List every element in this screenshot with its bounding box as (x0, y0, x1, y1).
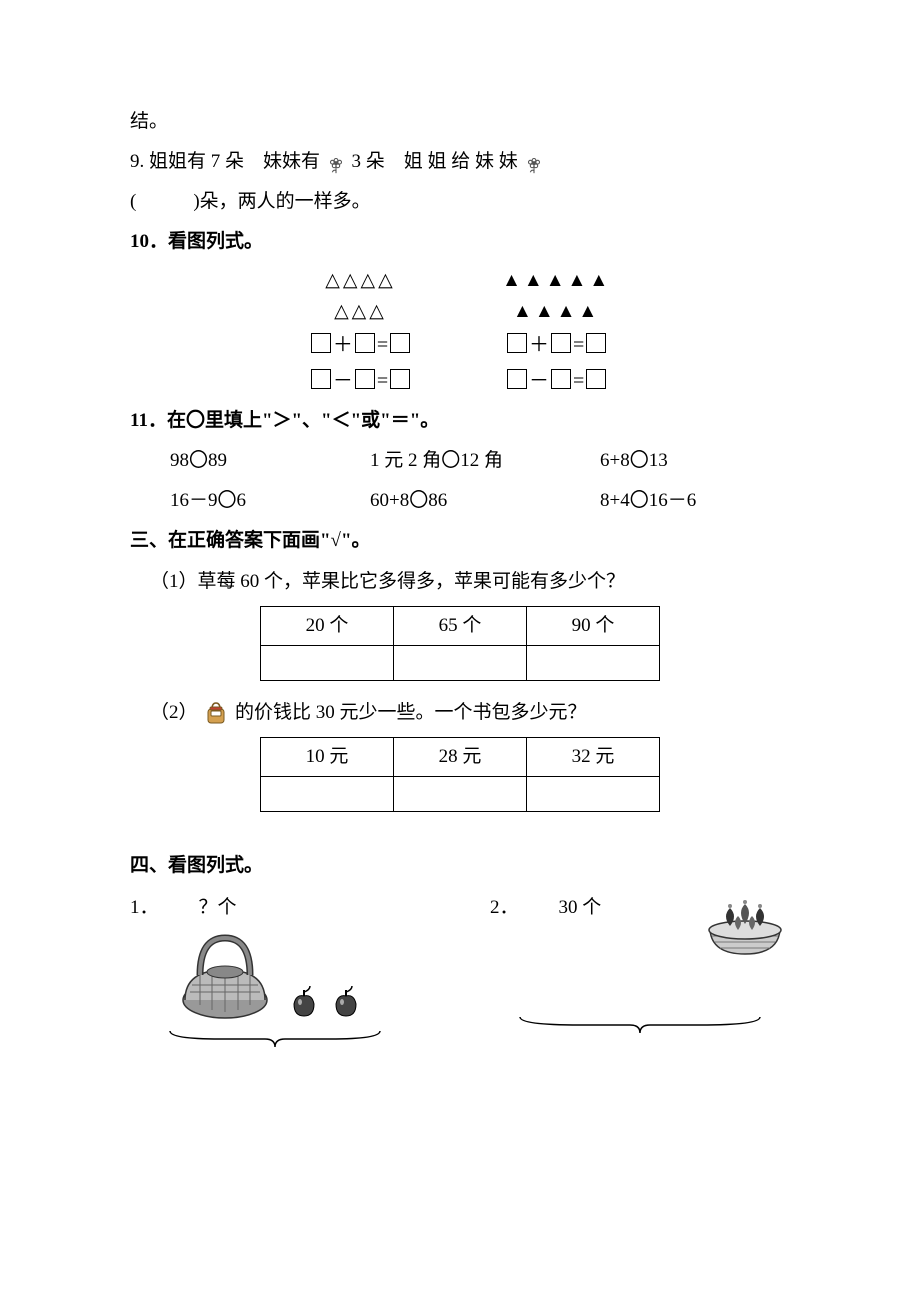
q10-right-row1: ▲▲▲▲▲ (502, 266, 611, 296)
q11-grid: 98〇89 1 元 2 角〇12 角 6+8〇13 16－9〇6 60+8〇86… (170, 443, 790, 519)
q11-cell: 8+4〇16－6 (600, 483, 780, 519)
s3-q2-pre: （2） (150, 702, 198, 723)
q11-cell: 16－9〇6 (170, 483, 370, 519)
table-row: 20 个 65 个 90 个 (261, 606, 660, 645)
flower-icon (325, 152, 347, 174)
s3-q2-table: 10 元 28 元 32 元 (260, 737, 660, 812)
s3-q2-post: 的价钱比 30 元少一些。一个书包多少元？ (235, 702, 587, 723)
apple-icon (328, 984, 364, 1033)
q11-cell: 98〇89 (170, 443, 370, 479)
option-cell: 65 个 (394, 606, 527, 645)
s4-q1-num: 1． (130, 890, 159, 926)
q10-left-row2: △△△ (309, 297, 412, 327)
s4-q1-images (170, 930, 430, 1033)
q11-title: 11．在〇里填上"＞"、"＜"或"＝"。 (130, 403, 790, 439)
q10-right-col: ▲▲▲▲▲ ▲▲▲▲ ＋= －= (502, 266, 611, 399)
q10-left-eq2: －= (309, 363, 412, 399)
s4-q1-label: ？个 (199, 890, 237, 926)
option-cell: 20 个 (261, 606, 394, 645)
option-cell: 10 元 (261, 737, 394, 776)
basket-icon (170, 930, 280, 1033)
s3-q1-text: （1）草莓 60 个，苹果比它多得多，苹果可能有多少个？ (150, 564, 790, 600)
q9-line2: ( )朵，两人的一样多。 (130, 184, 790, 220)
q11-cell: 1 元 2 角〇12 角 (370, 443, 600, 479)
q11-cell: 60+8〇86 (370, 483, 600, 519)
berry-basket-icon (700, 890, 790, 973)
s4-row: 1． ？个 (130, 890, 790, 1051)
option-cell: 32 元 (527, 737, 660, 776)
q10-right-eq2: －= (502, 363, 611, 399)
q9-mid: 3 朵 姐 姐 给 妹 妹 (352, 151, 518, 172)
flower-icon (523, 152, 545, 174)
table-row (261, 776, 660, 811)
option-cell: 28 元 (394, 737, 527, 776)
option-cell: 90 个 (527, 606, 660, 645)
q10-left-eq1: ＋= (309, 327, 412, 363)
s4-q1: 1． ？个 (130, 890, 430, 1051)
table-row (261, 645, 660, 680)
q10-right-row2: ▲▲▲▲ (502, 297, 611, 327)
s4-q2-num: 2． (490, 890, 519, 926)
q9-pre: 9. 姐姐有 7 朵 妹妹有 (130, 151, 320, 172)
table-row: 10 元 28 元 32 元 (261, 737, 660, 776)
q9-line1: 9. 姐姐有 7 朵 妹妹有 3 朵 姐 姐 给 妹 妹 (130, 144, 790, 180)
q10-right-eq1: ＋= (502, 327, 611, 363)
brace-icon (510, 1015, 770, 1037)
s4-q2: 2． 30 个 (490, 890, 790, 1051)
q10-title: 10．看图列式。 (130, 224, 790, 260)
top-fragment: 结。 (130, 104, 790, 140)
s3-title: 三、在正确答案下面画"√"。 (130, 523, 790, 559)
q11-cell: 6+8〇13 (600, 443, 780, 479)
s3-q1-table: 20 个 65 个 90 个 (260, 606, 660, 681)
s4-q2-label: 30 个 (559, 890, 602, 926)
s4-title: 四、看图列式。 (130, 848, 790, 884)
apple-icon (286, 984, 322, 1033)
s3-q2-text: （2） 的价钱比 30 元少一些。一个书包多少元？ (150, 695, 790, 731)
q10-left-row1: △△△△ (309, 266, 412, 296)
bag-icon (202, 699, 230, 727)
q10-left-col: △△△△ △△△ ＋= －= (309, 266, 412, 399)
q10-figure: △△△△ △△△ ＋= －= ▲▲▲▲▲ ▲▲▲▲ ＋= －= (130, 266, 790, 399)
